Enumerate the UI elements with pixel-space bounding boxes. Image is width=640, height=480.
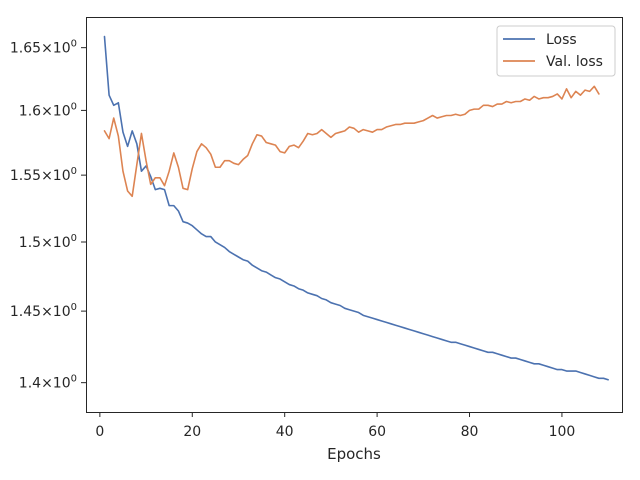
x-tick-label: 100 (549, 424, 576, 440)
y-tick-label-base: 1.65 (10, 41, 41, 57)
y-tick-label: 1.4×100 (19, 374, 77, 392)
x-tick-label: 20 (183, 424, 201, 440)
x-axis-label: Epochs (327, 445, 381, 463)
y-tick-label-pow: 10 (53, 304, 71, 320)
legend: Loss Val. loss (496, 25, 616, 77)
y-tick-label-sep: × (41, 41, 53, 57)
series-layer (103, 35, 609, 381)
y-tick-label: 1.5×100 (19, 233, 77, 251)
y-tick-label-sep: × (41, 304, 53, 320)
legend-label: Val. loss (546, 54, 603, 70)
y-tick-label-base: 1.6 (19, 103, 41, 119)
series-line-val-loss (103, 85, 600, 198)
y-tick-label-exp: 0 (71, 166, 77, 177)
y-tick-label-pow: 10 (53, 235, 71, 251)
y-tick-label-exp: 0 (71, 233, 77, 244)
y-tick-label-pow: 10 (53, 103, 71, 119)
y-tick-label-base: 1.4 (19, 376, 41, 392)
y-tick-label: 1.65×100 (10, 39, 77, 57)
y-tick-label-exp: 0 (71, 374, 77, 385)
x-axis-ticks: 0 20 40 60 80 100 (95, 412, 575, 440)
y-tick-label-pow: 10 (53, 41, 71, 57)
y-axis-ticks: 1.4×1001.45×1001.5×1001.55×1001.6×1001.6… (10, 39, 86, 392)
y-tick-label-sep: × (41, 235, 53, 251)
y-tick-label-sep: × (41, 103, 53, 119)
y-tick-label-pow: 10 (53, 376, 71, 392)
y-tick-label-base: 1.55 (10, 168, 41, 184)
y-tick-label-sep: × (41, 168, 53, 184)
plot-frame (86, 17, 623, 413)
y-tick-label-exp: 0 (71, 302, 77, 313)
x-tick-label: 80 (461, 424, 479, 440)
y-tick-label-exp: 0 (71, 101, 77, 112)
y-tick-label-pow: 10 (53, 168, 71, 184)
y-tick-label: 1.55×100 (10, 166, 77, 184)
x-tick-label: 0 (95, 424, 104, 440)
x-tick-label: 40 (276, 424, 294, 440)
y-tick-label-sep: × (41, 376, 53, 392)
y-tick-label-base: 1.45 (10, 304, 41, 320)
y-tick-label-exp: 0 (71, 39, 77, 50)
y-tick-label: 1.6×100 (19, 101, 77, 119)
y-tick-label: 1.45×100 (10, 302, 77, 320)
y-tick-label-base: 1.5 (19, 235, 41, 251)
x-tick-label: 60 (368, 424, 386, 440)
series-line-loss (103, 35, 609, 381)
legend-label: Loss (546, 32, 577, 48)
